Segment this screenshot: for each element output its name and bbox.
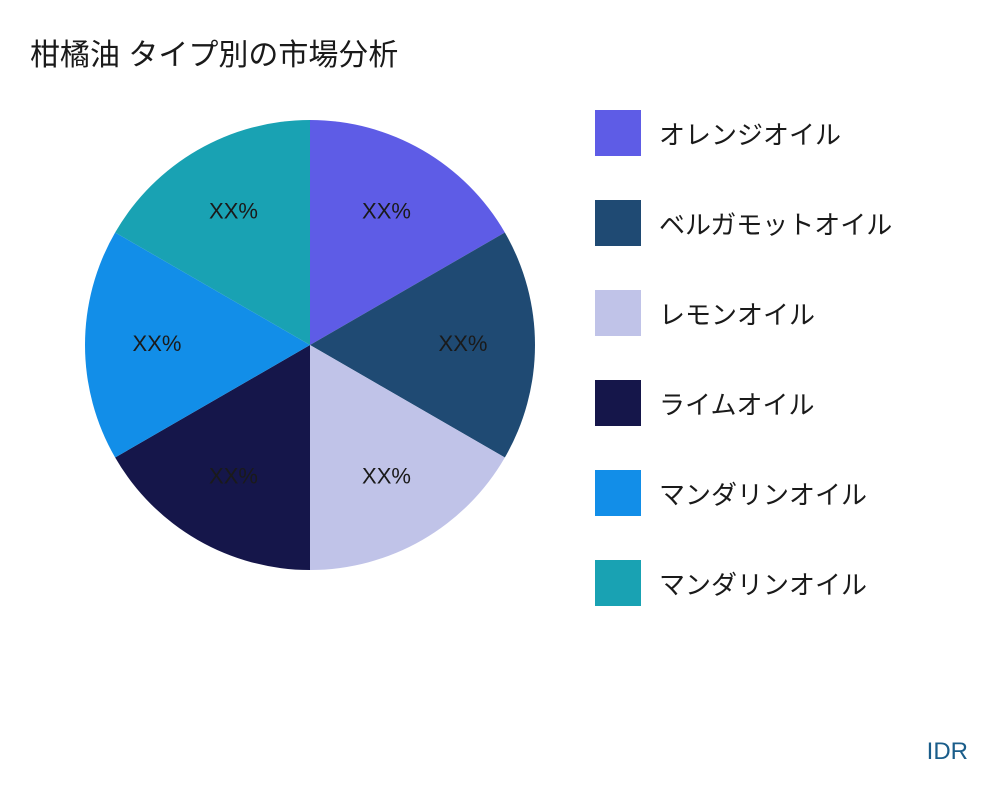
pie-slice-label: XX% [439,331,488,356]
legend: オレンジオイルベルガモットオイルレモンオイルライムオイルマンダリンオイルマンダリ… [595,110,892,606]
legend-swatch [595,110,641,156]
pie-slice-label: XX% [209,198,258,223]
legend-item: オレンジオイル [595,110,892,156]
pie-slice-label: XX% [133,331,182,356]
legend-label: ライムオイル [659,385,814,422]
legend-item: ベルガモットオイル [595,200,892,246]
pie-slice-label: XX% [362,198,411,223]
legend-label: マンダリンオイル [659,475,867,512]
footer-attribution: IDR [927,738,968,766]
legend-item: マンダリンオイル [595,470,892,516]
legend-item: マンダリンオイル [595,560,892,606]
legend-swatch [595,200,641,246]
legend-label: ベルガモットオイル [659,205,892,242]
chart-container: 柑橘油 タイプ別の市場分析 XX% XX% XX% XX% XX% XX% オレンジオイル… [0,0,1000,800]
legend-label: レモンオイル [659,295,815,332]
legend-swatch [595,290,641,336]
legend-label: マンダリンオイル [659,565,867,602]
pie-svg: XX% XX% XX% XX% XX% XX% [85,120,535,570]
legend-item: レモンオイル [595,290,892,336]
pie-slice-label: XX% [362,463,411,488]
legend-swatch [595,560,641,606]
legend-label: オレンジオイル [659,115,841,152]
legend-swatch [595,470,641,516]
pie-chart: XX% XX% XX% XX% XX% XX% [85,120,535,570]
legend-item: ライムオイル [595,380,892,426]
pie-slice-label: XX% [209,463,258,488]
chart-title: 柑橘油 タイプ別の市場分析 [30,30,398,74]
legend-swatch [595,380,641,426]
